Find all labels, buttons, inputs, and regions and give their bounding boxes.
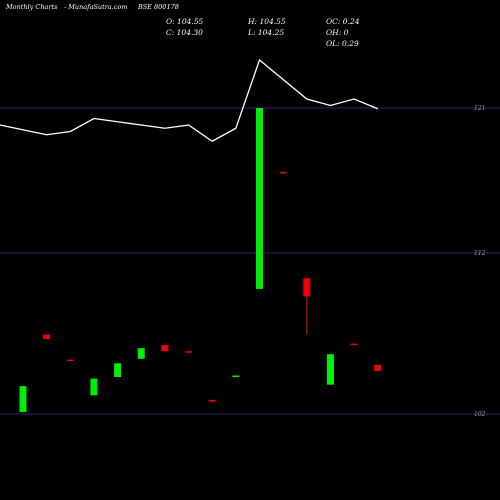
candle-body bbox=[137, 348, 145, 359]
candle-body bbox=[90, 378, 98, 396]
ohlc-close: C: 104.30 bbox=[166, 28, 203, 37]
gridlines bbox=[0, 107, 500, 415]
y-tick-label: 112 bbox=[474, 250, 486, 257]
candle-body bbox=[161, 345, 169, 352]
header-symbol: BSE 800178 bbox=[137, 3, 179, 11]
candle-body bbox=[43, 334, 51, 340]
candle-body bbox=[256, 108, 263, 289]
y-tick-label: 121 bbox=[474, 105, 485, 112]
candle-body bbox=[279, 171, 287, 174]
candle-body bbox=[114, 363, 122, 378]
ohlc-open-high-diff: OH: 0 bbox=[326, 28, 349, 37]
candle-body bbox=[326, 354, 334, 385]
candle-body bbox=[66, 359, 74, 362]
candle-body bbox=[185, 351, 193, 353]
header-source: - MunafaSutra.com bbox=[64, 3, 127, 11]
candle-body bbox=[208, 399, 216, 402]
candle-body bbox=[374, 364, 382, 371]
candle-body bbox=[19, 386, 27, 412]
header-chart-type: Monthly Charts bbox=[5, 3, 58, 11]
overlay-line bbox=[0, 58, 378, 143]
y-tick-label: 102 bbox=[474, 411, 486, 418]
ohlc-high: H: 104.55 bbox=[247, 17, 286, 26]
ohlc-open: O: 104.55 bbox=[166, 17, 204, 26]
ohlc-open-close-diff: OC: 0.24 bbox=[326, 17, 360, 26]
candle-body bbox=[350, 343, 358, 346]
ohlc-low: L: 104.25 bbox=[247, 28, 284, 37]
overlay-line-layer bbox=[0, 58, 378, 143]
y-tick-labels: 121 112 102 bbox=[474, 105, 486, 418]
candles bbox=[19, 108, 382, 412]
candle-body bbox=[303, 278, 311, 297]
ohlc-open-low-diff: OL: 0.29 bbox=[326, 39, 359, 48]
candle-body bbox=[232, 375, 240, 378]
